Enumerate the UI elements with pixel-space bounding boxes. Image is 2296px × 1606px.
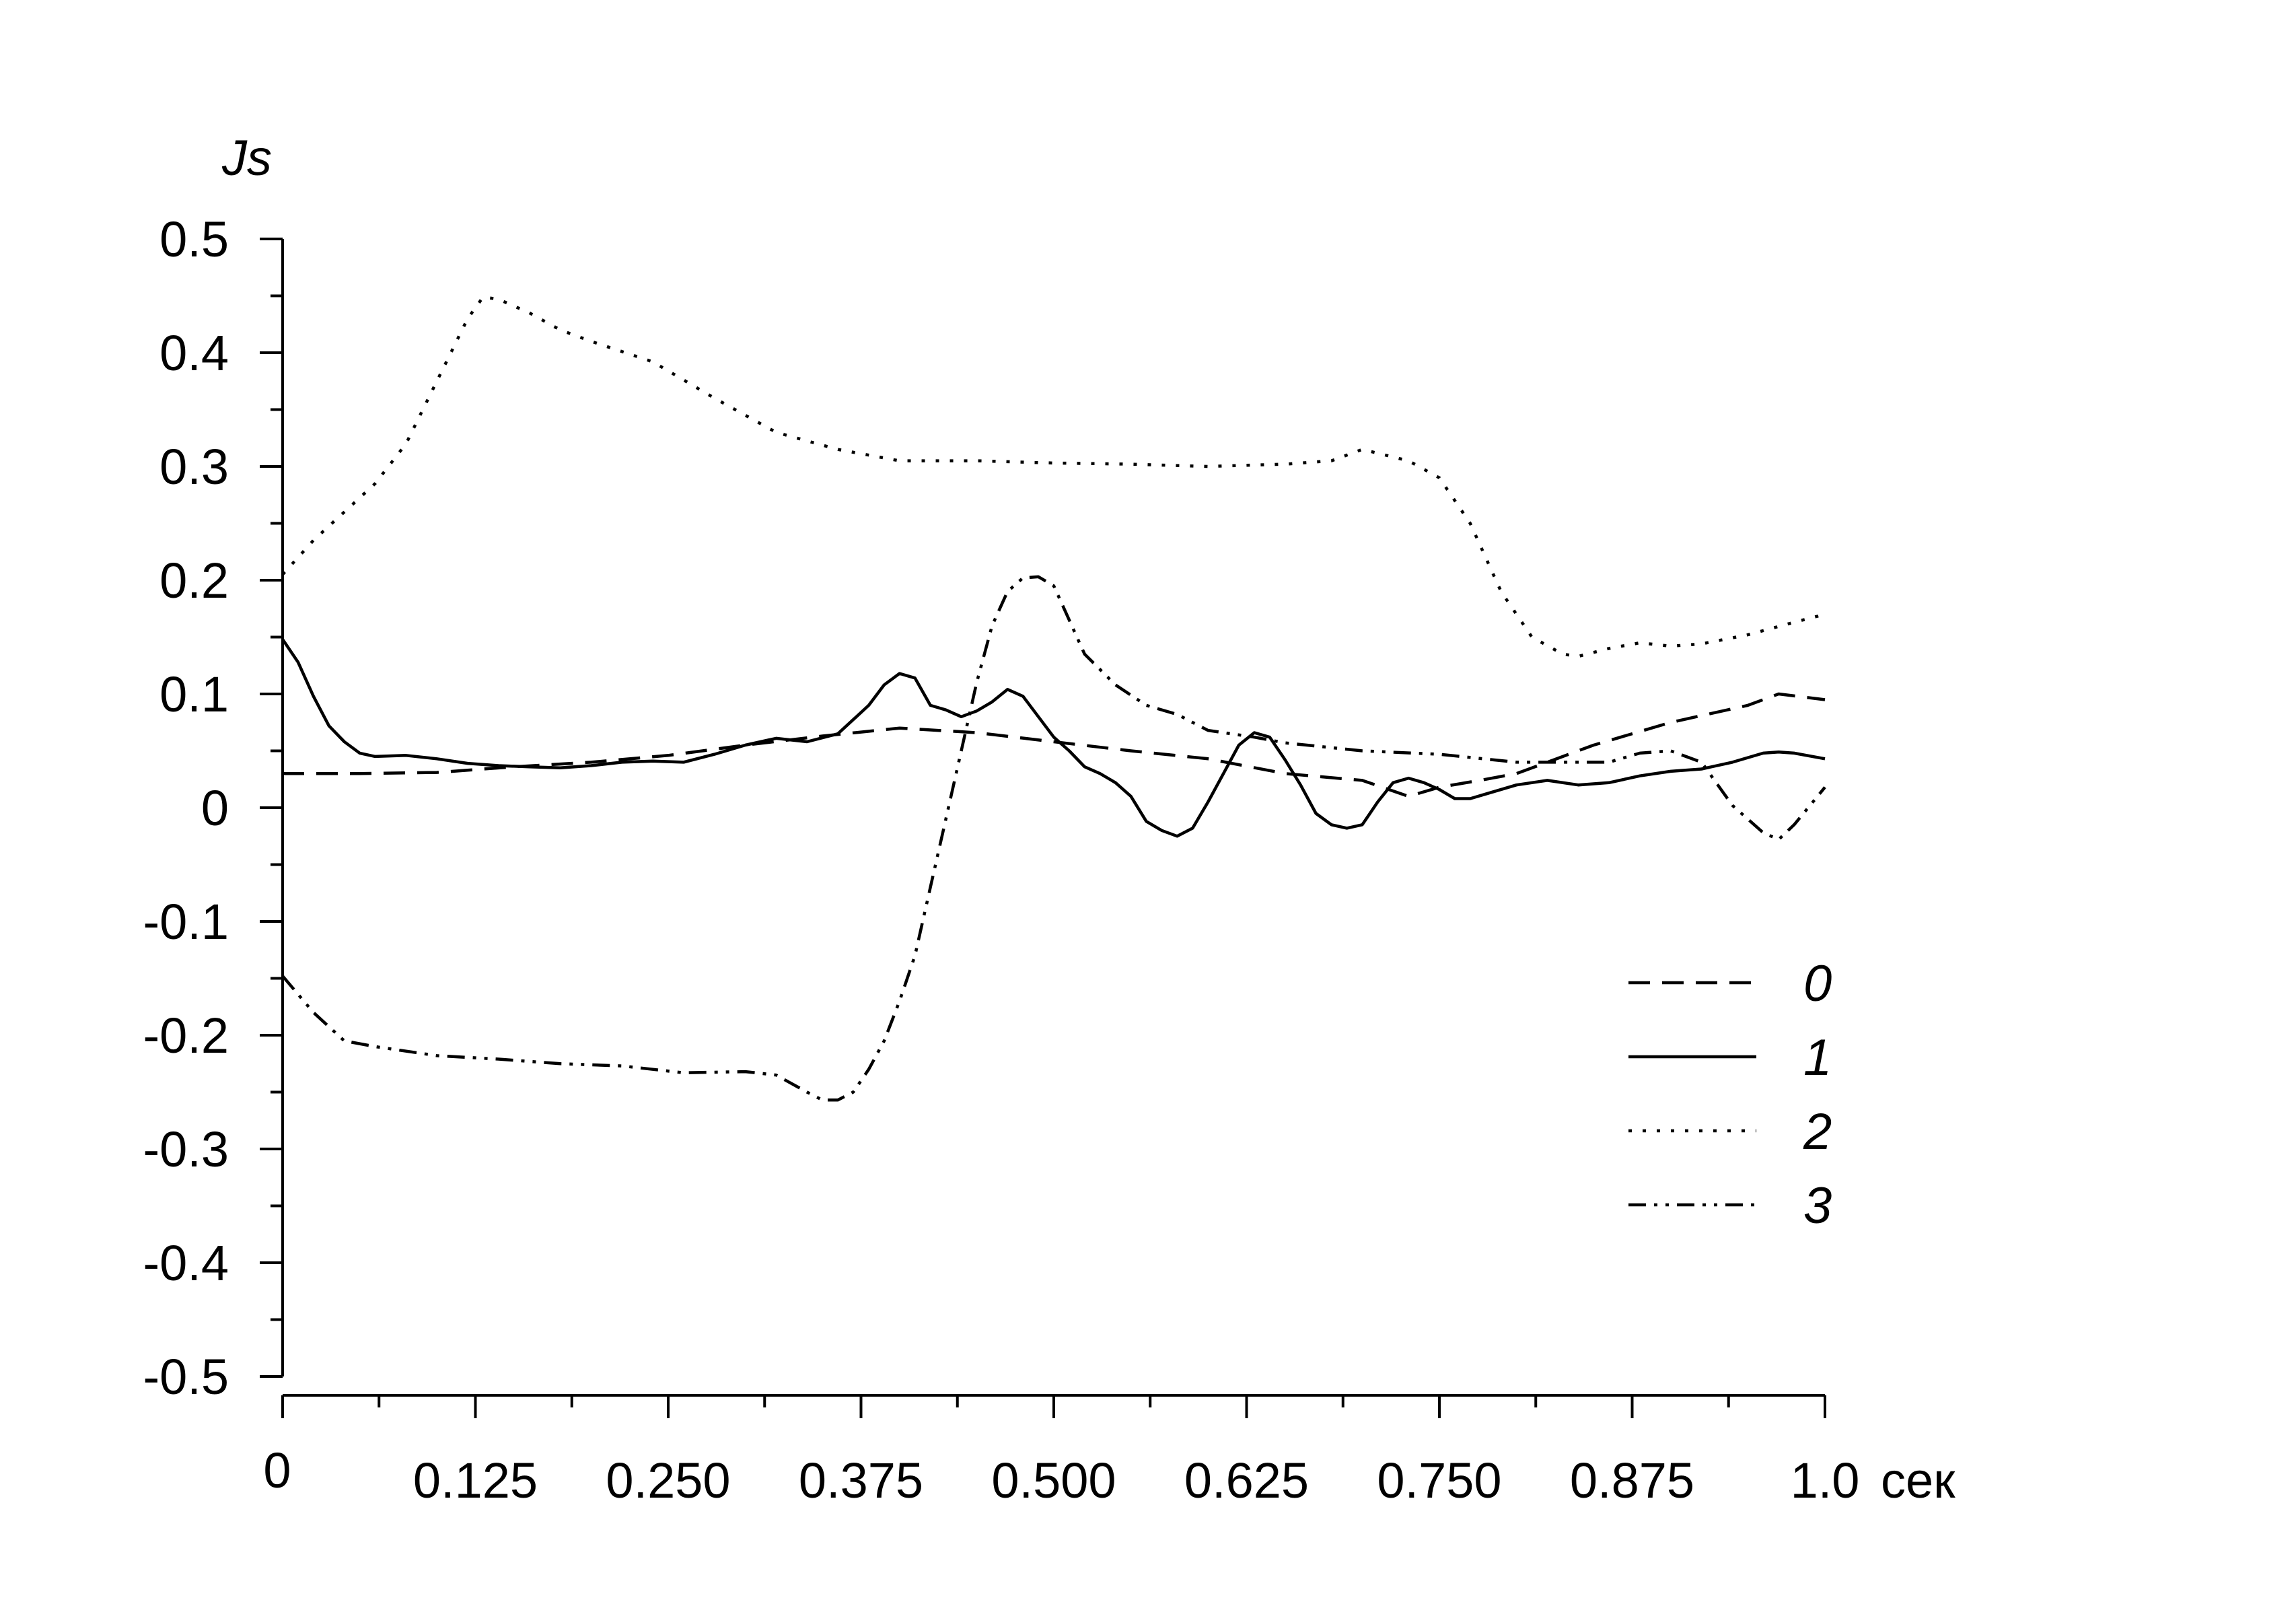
y-axis-title: Js bbox=[221, 130, 272, 186]
legend-label-1: 1 bbox=[1803, 1029, 1832, 1086]
y-tick-label: -0.5 bbox=[143, 1349, 229, 1405]
x-tick-label: 0.750 bbox=[1377, 1453, 1501, 1508]
y-tick-label: -0.4 bbox=[143, 1235, 229, 1291]
x-tick-label: 0.250 bbox=[606, 1453, 730, 1508]
legend-label-3: 3 bbox=[1803, 1177, 1832, 1234]
y-tick-label: 0.3 bbox=[159, 439, 229, 495]
y-tick-label: 0.5 bbox=[159, 211, 229, 267]
x-tick-label: 1.0 bbox=[1791, 1453, 1860, 1508]
x-tick-label: 0.375 bbox=[799, 1453, 923, 1508]
x-tick-label: 0.875 bbox=[1570, 1453, 1694, 1508]
x-tick-label: 0.500 bbox=[991, 1453, 1116, 1508]
x-tick-label: 0.625 bbox=[1184, 1453, 1309, 1508]
x-tick-label: 0.125 bbox=[413, 1453, 538, 1508]
series-line-1 bbox=[281, 638, 1826, 838]
y-tick-label: 0 bbox=[201, 780, 229, 836]
y-tick-label: 0.2 bbox=[159, 553, 229, 608]
y-ticks: 0.5 0.4 0.3 0.2 0.1 0 -0.1 -0.2 -0.3 -0.4 -0.5 bbox=[143, 211, 283, 1405]
series-line-0 bbox=[283, 692, 1826, 798]
legend: 0 1 2 3 bbox=[1628, 955, 1832, 1234]
series-line-3 bbox=[281, 575, 1826, 1102]
y-tick-label: -0.2 bbox=[143, 1008, 229, 1063]
y-tick-label: -0.1 bbox=[143, 894, 229, 950]
legend-label-0: 0 bbox=[1803, 955, 1832, 1012]
axes bbox=[281, 239, 1825, 1397]
x-tick-label: 0 bbox=[263, 1442, 291, 1498]
legend-label-2: 2 bbox=[1803, 1103, 1832, 1160]
y-tick-label: 0.4 bbox=[159, 325, 229, 381]
series-line-2 bbox=[281, 295, 1826, 658]
x-unit-label: сек bbox=[1881, 1453, 1956, 1508]
x-ticks: 0 0.125 0.250 0.375 0.500 0.625 0.750 0.875 1.0 bbox=[263, 1395, 1859, 1508]
series-group bbox=[281, 295, 1826, 1102]
y-tick-label: 0.1 bbox=[159, 666, 229, 722]
y-tick-label: -0.3 bbox=[143, 1121, 229, 1177]
